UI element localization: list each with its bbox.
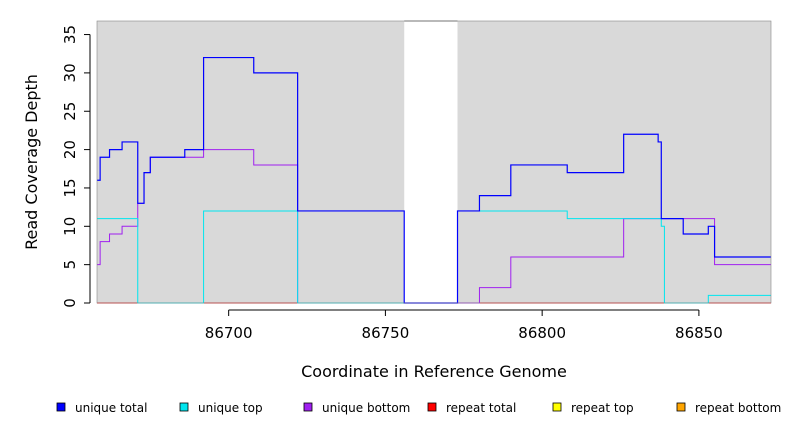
y-tick-label: 35 [61, 25, 79, 44]
legend-swatch-unique-top [179, 402, 189, 412]
gap-region [404, 21, 458, 303]
y-tick-label: 0 [61, 298, 79, 308]
x-tick-label: 86850 [675, 324, 723, 342]
y-tick-label: 25 [61, 102, 79, 121]
plot-border [96, 20, 772, 304]
y-tick-label: 20 [61, 140, 79, 159]
legend: unique total unique top unique bottom repea… [56, 401, 781, 415]
x-axis-title: Coordinate in Reference Genome [301, 362, 567, 381]
legend-label: repeat top [571, 401, 634, 415]
x-tick-label: 86700 [205, 324, 253, 342]
y-tick-label: 5 [61, 260, 79, 270]
legend-label: unique bottom [322, 401, 410, 415]
series-line-unique-bottom [97, 149, 771, 304]
y-tick-label: 15 [61, 178, 79, 197]
y-tick-label: 30 [61, 63, 79, 82]
legend-label: unique top [198, 401, 263, 415]
legend-label: repeat total [446, 401, 516, 415]
legend-swatch-repeat-top [552, 402, 562, 412]
legend-swatch-repeat-total [427, 402, 437, 412]
x-tick-label: 86750 [362, 324, 410, 342]
x-tick-label: 86800 [518, 324, 566, 342]
legend-swatch-unique-bottom [303, 402, 313, 412]
legend-swatch-unique-total [56, 402, 66, 412]
y-axis-title: Read Coverage Depth [22, 74, 41, 250]
series-line-unique-total [97, 56, 771, 304]
legend-swatch-repeat-bottom [676, 402, 686, 412]
axes-layer: 0 5 10 15 20 25 30 35 86700 86750 86800 86850 [61, 20, 772, 342]
legend-label: unique total [75, 401, 147, 415]
legend-label: repeat bottom [695, 401, 781, 415]
y-tick-label: 10 [61, 217, 79, 236]
